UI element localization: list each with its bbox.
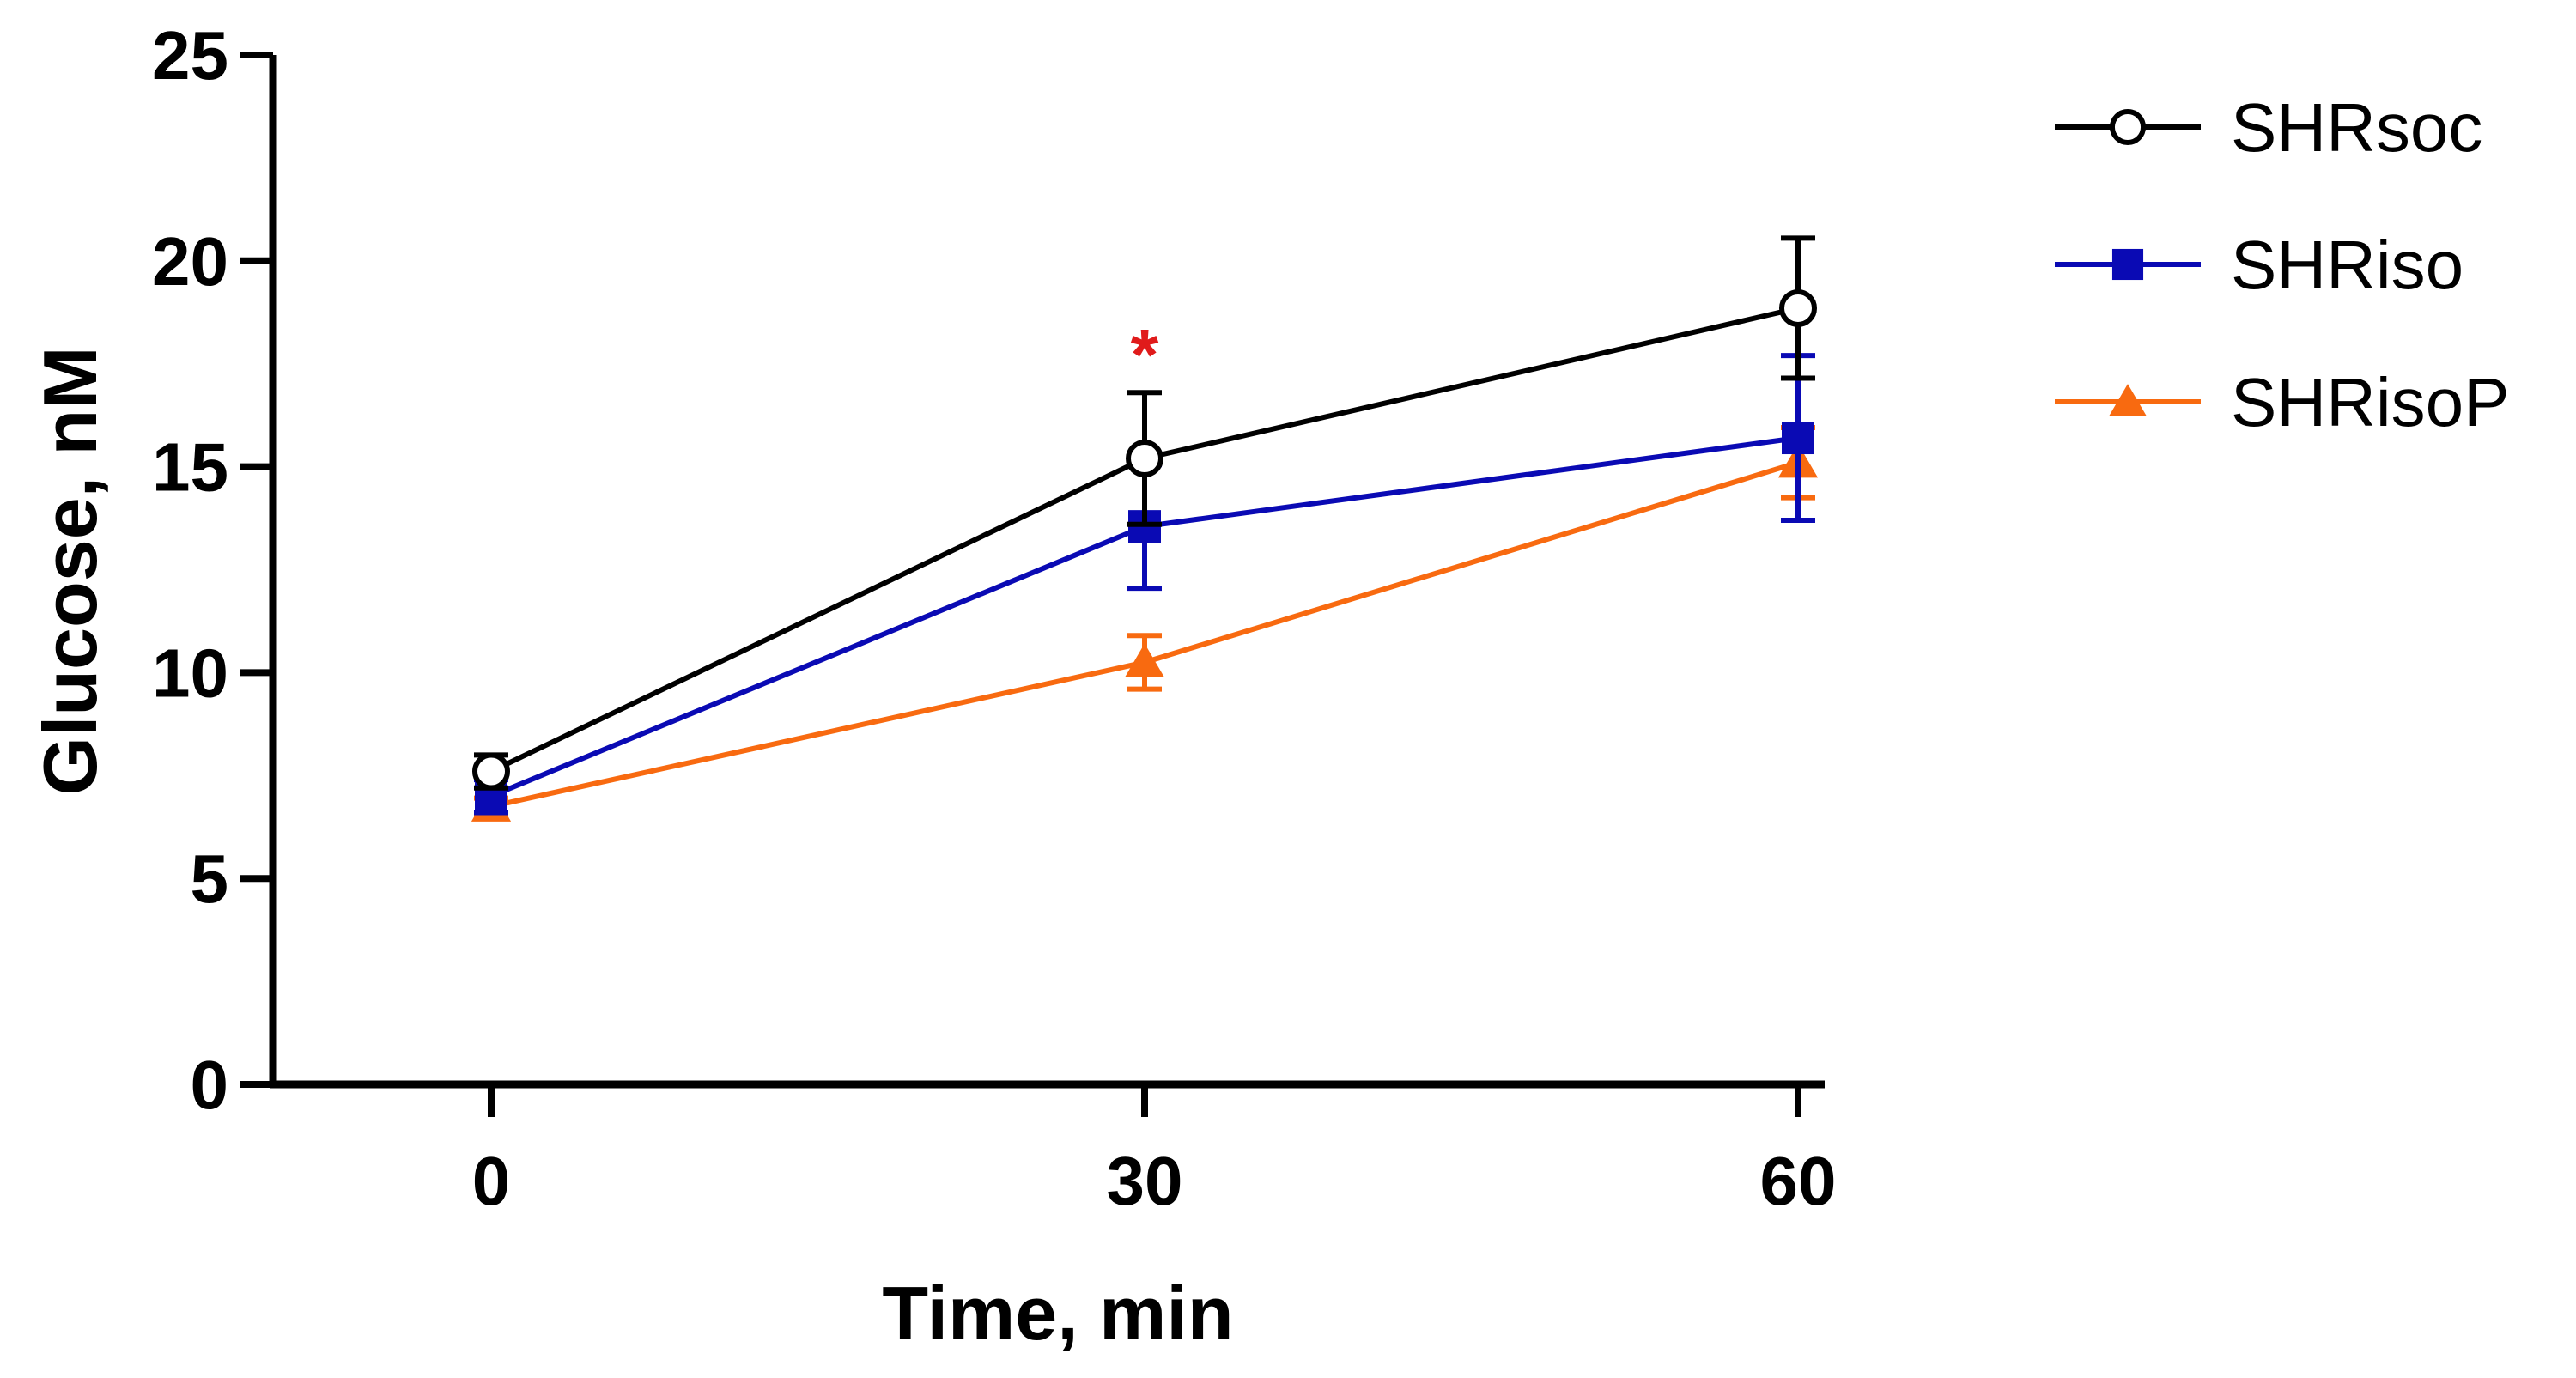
data-point bbox=[1782, 422, 1814, 455]
annotation-layer: * bbox=[1131, 314, 1159, 395]
y-tick-label: 0 bbox=[191, 1047, 229, 1123]
series-shrsoc bbox=[472, 235, 1817, 791]
significance-asterisk: * bbox=[1131, 314, 1159, 395]
legend-label: SHRisoP bbox=[2231, 364, 2510, 440]
legend-label: SHRsoc bbox=[2231, 89, 2482, 166]
legend-label: SHRiso bbox=[2231, 227, 2464, 303]
legend: SHRsoc SHRiso SHRisoP bbox=[2055, 89, 2510, 440]
data-point bbox=[1124, 643, 1165, 678]
legend-item-shrisop: SHRisoP bbox=[2055, 364, 2510, 440]
y-tick-label: 15 bbox=[152, 429, 228, 506]
legend-item-shriso: SHRiso bbox=[2055, 227, 2464, 303]
axes: 0 5 10 15 20 25 0 30 60 bbox=[152, 17, 1836, 1219]
x-tick-label: 0 bbox=[472, 1143, 511, 1219]
legend-marker bbox=[2109, 108, 2147, 146]
data-point bbox=[472, 752, 510, 791]
x-axis-title: Time, min bbox=[882, 1271, 1233, 1356]
data-point bbox=[1779, 288, 1817, 327]
x-tick-label: 30 bbox=[1107, 1143, 1183, 1219]
legend-marker bbox=[2111, 248, 2144, 281]
y-tick-label: 25 bbox=[152, 17, 228, 94]
y-tick-label: 20 bbox=[152, 223, 228, 300]
series-layer bbox=[471, 235, 1819, 822]
data-point bbox=[1126, 440, 1163, 478]
y-axis-title: Glucose, nM bbox=[27, 346, 112, 795]
y-tick-label: 10 bbox=[152, 634, 228, 711]
legend-marker bbox=[2109, 384, 2147, 416]
x-tick-label: 60 bbox=[1760, 1143, 1837, 1219]
legend-item-shrsoc: SHRsoc bbox=[2055, 89, 2482, 166]
y-tick-label: 5 bbox=[191, 841, 229, 917]
